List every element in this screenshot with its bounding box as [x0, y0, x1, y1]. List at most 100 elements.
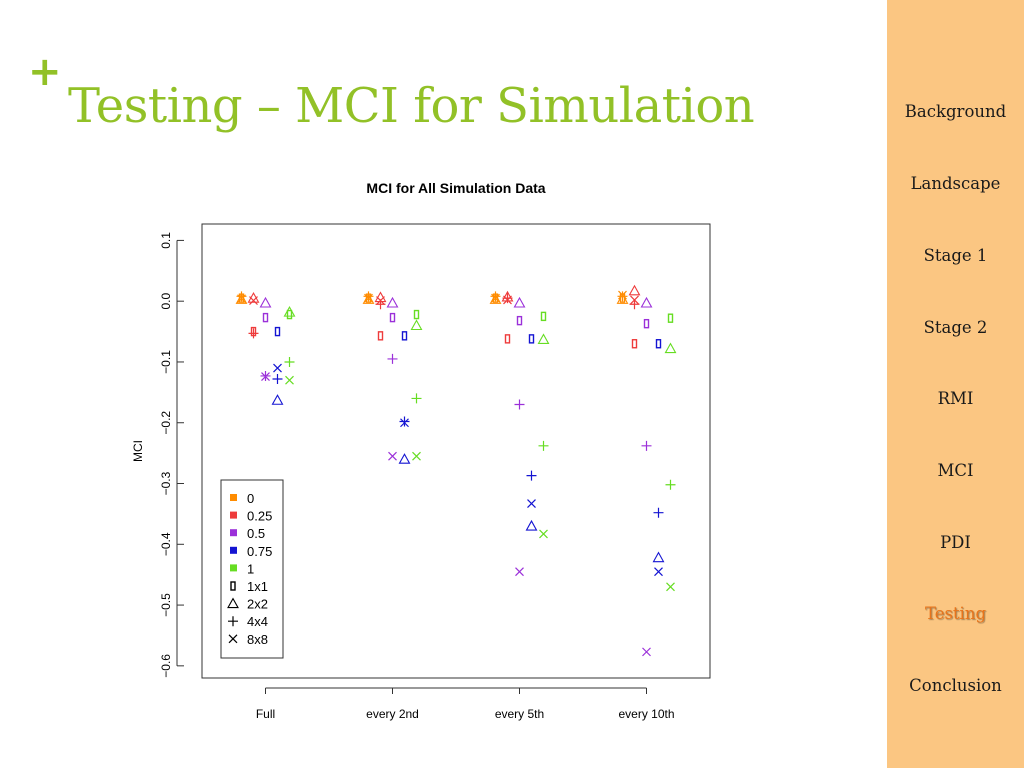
y-tick-label: −0.4: [159, 532, 173, 556]
data-point: [386, 296, 399, 308]
data-point: [504, 334, 511, 344]
legend-marker: [228, 634, 238, 644]
nav-item-rmi[interactable]: RMI: [937, 389, 974, 408]
data-point: [387, 353, 398, 364]
data-point: [654, 567, 663, 577]
slide-title: Testing – MCI for Simulation: [68, 78, 755, 134]
chart-title: MCI for All Simulation Data: [366, 180, 545, 196]
data-point: [664, 342, 677, 354]
x-tick-label: Full: [256, 707, 275, 721]
data-point: [412, 451, 421, 461]
data-point: [286, 309, 293, 320]
data-point: [538, 440, 549, 451]
data-point: [525, 519, 538, 531]
data-point: [274, 326, 281, 337]
y-tick-label: −0.1: [159, 350, 173, 374]
x-tick-label: every 2nd: [366, 707, 419, 721]
data-point: [272, 373, 283, 384]
data-point: [666, 582, 675, 592]
y-tick-label: 0.0: [159, 293, 173, 310]
data-point: [616, 293, 629, 304]
data-point: [273, 363, 282, 373]
data-point: [641, 440, 652, 451]
data-point: [653, 507, 664, 518]
x-tick-label: every 5th: [495, 707, 544, 721]
legend-swatch: [230, 511, 237, 519]
data-point: [537, 333, 550, 345]
data-point: [490, 291, 501, 302]
x-tick-label: every 10th: [618, 707, 674, 721]
data-point: [502, 293, 513, 304]
data-point: [618, 290, 627, 300]
legend-label: 1x1: [247, 579, 268, 594]
legend-label: 0.75: [247, 544, 272, 559]
nav-item-stage-1[interactable]: Stage 1: [923, 246, 988, 265]
legend-label: 1: [247, 561, 254, 576]
data-point: [401, 331, 408, 341]
y-axis-label: MCI: [131, 440, 145, 462]
data-point: [261, 372, 270, 381]
data-point: [248, 328, 259, 339]
data-point: [630, 295, 639, 305]
legend-marker: [230, 581, 236, 591]
data-point: [489, 293, 502, 304]
data-point: [271, 394, 284, 405]
legend-label: 0.5: [247, 526, 265, 541]
data-point: [364, 293, 373, 303]
data-point: [388, 451, 397, 461]
y-tick-label: 0.1: [159, 232, 173, 249]
data-point: [249, 296, 258, 306]
data-point: [363, 291, 374, 302]
data-point: [400, 418, 409, 428]
data-point: [362, 293, 375, 304]
plot-frame: [201, 223, 711, 679]
data-point: [262, 312, 269, 323]
data-point: [398, 453, 411, 464]
data-point: [526, 470, 537, 481]
data-point: [643, 318, 650, 329]
legend-label: 8x8: [247, 632, 268, 647]
nav-item-landscape[interactable]: Landscape: [910, 174, 1001, 193]
data-point: [284, 356, 295, 367]
legend-label: 0.25: [247, 509, 272, 524]
data-point: [259, 296, 272, 308]
data-point: [631, 339, 638, 349]
data-point: [617, 291, 628, 302]
nav-item-stage-2[interactable]: Stage 2: [923, 318, 988, 337]
data-point: [376, 296, 385, 306]
data-point: [652, 551, 665, 563]
data-point: [655, 339, 662, 349]
data-point: [539, 529, 548, 539]
nav-item-background[interactable]: Background: [904, 102, 1007, 121]
data-point: [410, 319, 423, 331]
data-point: [640, 296, 653, 308]
bullet-plus-icon: +: [28, 49, 62, 95]
legend-label: 4x4: [247, 614, 268, 629]
data-point: [491, 293, 500, 303]
nav-item-testing[interactable]: Testing: [924, 604, 987, 623]
legend-swatch: [230, 546, 237, 554]
nav-item-pdi[interactable]: PDI: [940, 533, 971, 552]
y-tick-label: −0.6: [159, 654, 173, 678]
data-point: [411, 393, 422, 404]
data-point: [235, 293, 248, 304]
legend-label: 2x2: [247, 597, 268, 612]
legend-label: 0: [247, 491, 254, 506]
mci-scatter-chart: MCI for All Simulation Data 0.1 0.0 −0.1 −0.…: [131, 180, 711, 721]
legend-swatch: [230, 529, 237, 537]
data-point: [389, 312, 396, 323]
data-point: [413, 309, 420, 320]
data-point: [527, 499, 536, 508]
nav-item-mci[interactable]: MCI: [937, 461, 974, 480]
data-point: [515, 567, 524, 577]
data-point: [283, 305, 296, 317]
data-point: [667, 313, 674, 323]
data-point: [642, 647, 651, 657]
data-point: [540, 311, 547, 322]
data-point: [516, 315, 523, 326]
data-point: [628, 284, 641, 296]
data-point: [237, 294, 246, 304]
y-tick-label: −0.2: [159, 411, 173, 435]
nav-item-conclusion[interactable]: Conclusion: [909, 676, 1002, 695]
data-point: [285, 375, 294, 385]
